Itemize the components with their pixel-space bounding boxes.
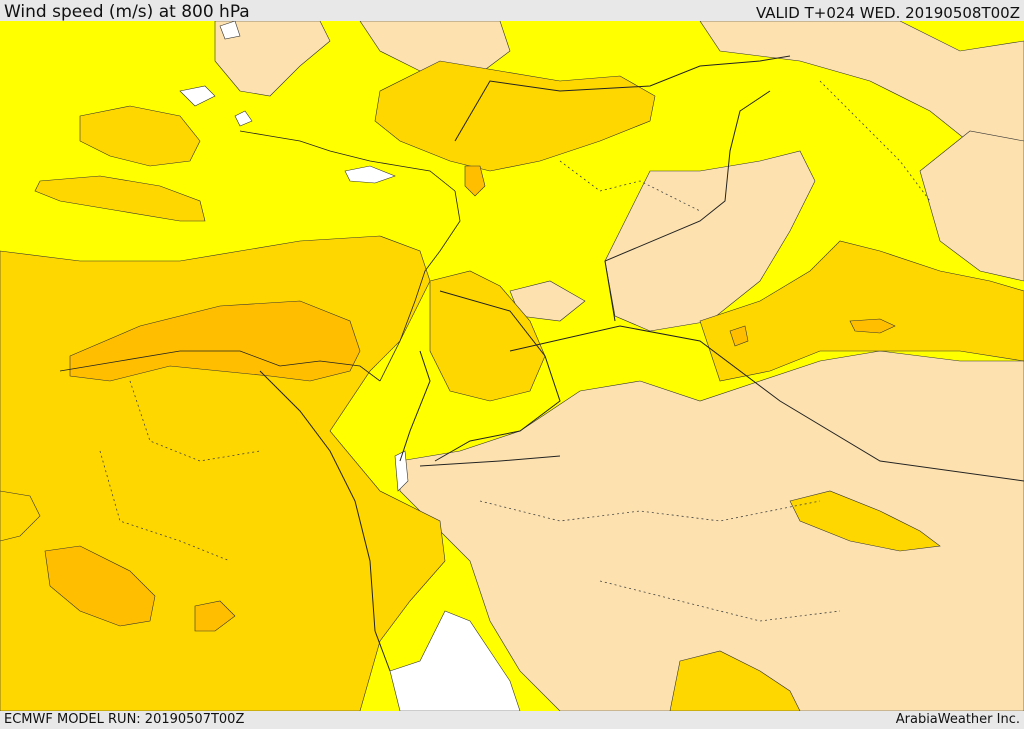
coast-mediterranean	[59, 350, 381, 382]
dotted-boundary-5	[599, 580, 841, 622]
strong-zone-sinai	[194, 600, 236, 632]
strong-zone-libya	[44, 545, 156, 627]
strong-zone-iraq-spot	[849, 318, 896, 334]
model-run: ECMWF MODEL RUN: 20190507T00Z	[4, 712, 245, 727]
strong-wind-zones	[44, 165, 896, 632]
border-jordan	[434, 290, 561, 462]
moderate-zone-red-sea-arm	[789, 490, 941, 552]
coast-turkey	[239, 130, 456, 192]
dotted-boundary-1	[129, 380, 261, 462]
wind-speed-map[interactable]	[0, 21, 1024, 711]
cyprus-lake	[344, 165, 396, 184]
strong-zone-syria-spot	[464, 165, 486, 197]
province-boundaries	[99, 80, 931, 622]
coast-levant	[379, 190, 461, 382]
red-sea	[389, 610, 521, 711]
moderate-zone-turkey-west	[79, 105, 201, 167]
moderate-zone-iraq-south	[699, 240, 1024, 382]
strong-zone-gulf-spot	[729, 325, 749, 347]
border-turkey-syria	[454, 55, 791, 142]
valid-time: VALID T+024 WED. 20190508T00Z	[755, 4, 1020, 22]
border-syria-iraq	[604, 90, 771, 322]
dotted-boundary-6	[99, 450, 231, 562]
strong-zone-egypt-coast	[69, 300, 361, 382]
country-borders	[259, 55, 1024, 672]
calm-zone-iraq-desert	[604, 150, 816, 332]
border-egypt-libya	[259, 370, 376, 632]
moderate-zone-turkey-band	[34, 175, 206, 222]
moderate-zone-syria-north	[374, 60, 656, 172]
calm-zone-arabia-central	[399, 350, 1024, 711]
aegean-island-2	[234, 110, 253, 127]
aegean-island-1	[179, 85, 216, 107]
gulf-of-aqaba	[394, 450, 409, 492]
coastlines	[59, 130, 461, 382]
moderate-zone-west-edge	[0, 490, 41, 542]
credit: ArabiaWeather Inc.	[895, 712, 1020, 727]
dotted-boundary-2	[559, 160, 701, 212]
border-egypt-sudan	[374, 630, 391, 672]
calm-zone-north-anatolia	[214, 21, 331, 97]
footer-bar: ECMWF MODEL RUN: 20190507T00Z ArabiaWeat…	[0, 711, 1024, 729]
moderate-zone-levant	[429, 270, 546, 402]
border-iraq-saudi	[509, 325, 1024, 482]
caspian-corner	[219, 21, 241, 40]
calm-zone-east-iran	[919, 130, 1024, 282]
border-israel	[399, 350, 431, 462]
water-bodies	[179, 21, 521, 711]
moderate-zone-arabia-south	[669, 650, 801, 711]
header-bar: Wind speed (m/s) at 800 hPa VALID T+024 …	[0, 0, 1024, 22]
border-saudi-interior	[419, 455, 561, 467]
map-title: Wind speed (m/s) at 800 hPa	[4, 2, 250, 22]
calm-wind-zones	[214, 21, 1024, 711]
